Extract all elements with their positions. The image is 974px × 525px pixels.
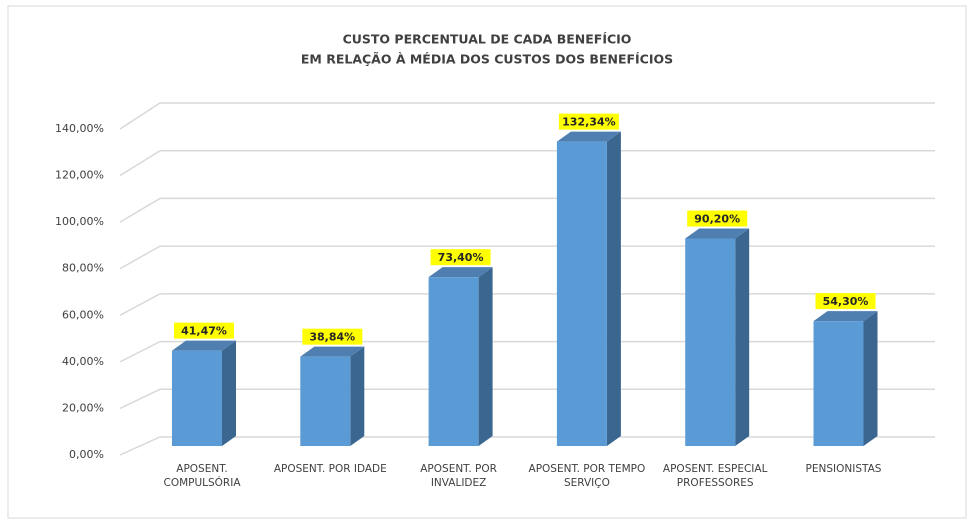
bar	[813, 311, 878, 446]
chart-title: CUSTO PERCENTUAL DE CADA BENEFÍCIO	[343, 32, 632, 47]
y-tick-label: 40,00%	[62, 355, 104, 368]
grid-line	[119, 388, 935, 410]
bar-top	[813, 311, 878, 322]
value-label-bg	[687, 210, 748, 227]
bar-top	[300, 346, 365, 357]
value-label-bg	[302, 328, 363, 345]
y-tick-label: 20,00%	[62, 401, 104, 414]
y-tick-label: 120,00%	[55, 169, 104, 182]
y-tick-label: 140,00%	[55, 122, 104, 135]
grid-line	[119, 245, 935, 270]
x-tick-label: PENSIONISTAS	[805, 463, 882, 475]
bar-top	[685, 228, 750, 239]
grid-line	[119, 197, 935, 223]
bar	[428, 267, 493, 446]
bar	[300, 346, 365, 446]
bar	[556, 131, 621, 447]
bar-side	[350, 346, 365, 446]
chart-subtitle: EM RELAÇÃO À MÉDIA DOS CUSTOS DOS BENEFÍ…	[301, 52, 673, 67]
value-label-bg	[558, 113, 619, 130]
x-tick-label: APOSENT. COMPULSÓRIA	[163, 463, 241, 489]
bar-side	[863, 311, 878, 446]
bar-top	[172, 340, 236, 351]
value-label: 54,30%	[823, 295, 869, 308]
bar	[685, 228, 750, 446]
bar-side	[478, 267, 493, 446]
grid-line	[119, 293, 935, 316]
y-tick-label: 100,00%	[55, 215, 104, 228]
bar-side	[735, 228, 750, 446]
grid-line	[119, 149, 935, 177]
grid-line	[119, 340, 935, 363]
chart-border	[7, 5, 967, 519]
bar-front	[685, 238, 736, 446]
value-label-bg	[174, 322, 234, 339]
bar-side	[606, 131, 621, 447]
bar	[172, 340, 236, 446]
bar-front	[300, 356, 351, 446]
bar-front	[813, 321, 864, 446]
y-tick-label: 80,00%	[62, 262, 104, 275]
y-tick-label: 60,00%	[62, 308, 104, 321]
y-tick-label: 0,00%	[69, 448, 104, 461]
x-tick-label: APOSENT. POR IDADE	[273, 463, 387, 475]
bar-front	[172, 350, 222, 446]
bar-front	[556, 141, 607, 447]
bar-top	[556, 131, 621, 142]
grid-line	[119, 436, 935, 456]
value-label: 132,34%	[562, 116, 615, 129]
value-label: 38,84%	[309, 331, 355, 344]
bar-side	[222, 340, 236, 446]
value-label-bg	[430, 249, 491, 266]
value-label: 90,20%	[694, 213, 740, 226]
bar-front	[428, 277, 479, 446]
bar-top	[428, 267, 493, 278]
x-tick-label: APOSENT. POR INVALIDEZ	[420, 463, 497, 489]
x-tick-label: APOSENT. ESPECIAL PROFESSORES	[662, 463, 768, 489]
value-label: 73,40%	[438, 251, 484, 264]
grid-line	[119, 102, 935, 130]
x-tick-label: APOSENT. POR TEMPO SERVIÇO	[528, 463, 646, 489]
value-label: 41,47%	[181, 325, 227, 338]
value-label-bg	[815, 293, 876, 310]
